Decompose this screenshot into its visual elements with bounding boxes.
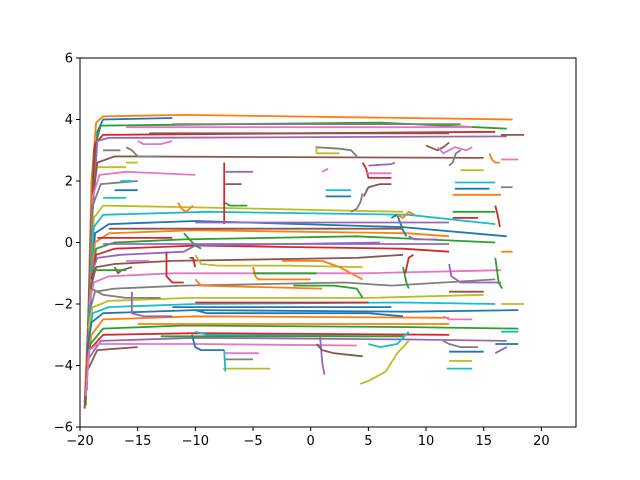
series-line-77	[448, 149, 462, 167]
x-tick-label: −10	[182, 434, 209, 449]
y-axis: −6 −4 −2 0 2 4 6	[54, 52, 80, 436]
series-line-54	[319, 334, 326, 375]
series-line-56	[321, 167, 329, 173]
x-axis: −20 −15 −10 −5 0 5 10 15 20	[66, 427, 550, 449]
series-line-86	[442, 315, 473, 321]
y-tick-label: 0	[65, 236, 73, 251]
series-line-76	[436, 146, 473, 155]
series-line-94	[494, 346, 508, 354]
series-line-30	[195, 309, 404, 318]
series-line-41	[252, 266, 311, 281]
series-line-28	[194, 254, 363, 268]
series-line-17	[88, 278, 496, 314]
series-line-74	[408, 235, 438, 241]
series-line-9	[88, 210, 496, 320]
y-tick-label: 4	[65, 113, 73, 128]
y-tick-label: 2	[65, 175, 73, 190]
series-layer	[83, 114, 525, 409]
series-line-4	[86, 135, 507, 391]
series-line-62	[293, 284, 364, 299]
series-line-40	[191, 334, 225, 352]
series-line-57	[315, 146, 358, 158]
series-line-46	[137, 140, 173, 146]
y-tick-label: −6	[54, 421, 73, 436]
y-tick-label: −2	[54, 298, 73, 313]
series-line-43	[165, 251, 184, 284]
series-line-25	[83, 346, 138, 409]
x-tick-label: 5	[364, 434, 372, 449]
series-line-47	[125, 146, 161, 158]
series-line-55	[315, 343, 363, 358]
series-line-39	[223, 350, 227, 372]
series-line-19	[87, 301, 496, 342]
series-line-67	[350, 193, 364, 213]
series-line-61	[281, 259, 364, 281]
series-line-13	[90, 244, 450, 280]
series-line-87	[442, 340, 478, 349]
x-tick-label: 0	[307, 434, 315, 449]
series-line-51	[177, 202, 194, 213]
series-line-44	[130, 291, 173, 318]
series-line-69	[368, 331, 410, 349]
series-line-3	[84, 130, 496, 397]
x-tick-label: 15	[475, 434, 492, 449]
series-line-2	[84, 121, 507, 406]
series-line-93	[494, 205, 501, 228]
series-line-91	[488, 152, 500, 164]
series-line-23	[84, 332, 450, 391]
series-line-26	[84, 343, 357, 397]
series-line-58	[315, 147, 340, 155]
series-line-53	[189, 256, 197, 268]
series-line-84	[448, 263, 501, 284]
series-line-5	[86, 155, 484, 381]
series-line-71	[396, 210, 415, 219]
series-line-64	[368, 161, 396, 167]
series-line-31	[194, 278, 323, 290]
x-tick-label: −20	[66, 434, 93, 449]
y-tick-label: 6	[65, 52, 73, 67]
series-line-52	[183, 232, 202, 250]
x-tick-label: 20	[533, 434, 550, 449]
series-line-18	[87, 293, 484, 329]
series-line-24	[83, 336, 507, 403]
series-line-72	[402, 266, 410, 289]
series-line-14	[90, 241, 380, 274]
x-tick-label: −15	[124, 434, 151, 449]
series-line-11	[89, 229, 450, 298]
series-line-20	[86, 309, 519, 354]
series-line-32	[223, 201, 248, 207]
series-line-73	[404, 254, 414, 274]
series-line-27	[91, 287, 161, 299]
series-line-16	[88, 269, 502, 305]
x-tick-label: −5	[243, 434, 262, 449]
x-tick-label: 10	[418, 434, 435, 449]
y-tick-label: −4	[54, 359, 73, 374]
series-line-75	[425, 141, 450, 152]
series-line-68	[359, 340, 410, 385]
series-line-92	[494, 257, 503, 290]
series-line-65	[362, 183, 392, 197]
